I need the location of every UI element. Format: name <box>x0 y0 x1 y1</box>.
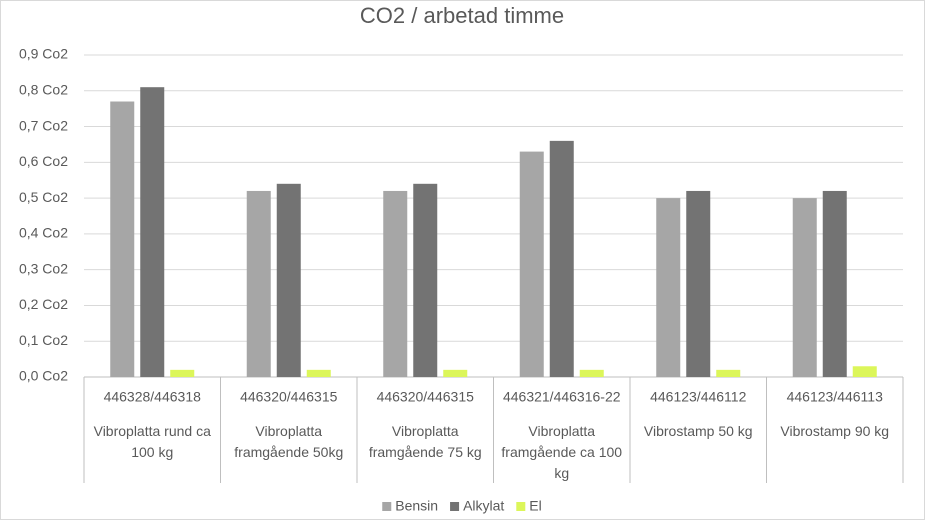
bar <box>170 369 195 377</box>
y-tick-label: 0,9 Co2 <box>19 46 68 62</box>
y-tick-label: 0,2 Co2 <box>19 296 68 312</box>
category-name: Vibroplatta framgående ca 100 kg <box>501 423 623 481</box>
legend-label: El <box>529 498 541 514</box>
chart-title: CO2 / arbetad timme <box>360 3 564 28</box>
bar <box>686 190 711 377</box>
legend-swatch <box>516 502 526 511</box>
legend-label: Bensin <box>395 498 438 514</box>
y-tick-label: 0,7 Co2 <box>19 117 68 133</box>
category-name: Vibroplatta framgående 50kg <box>234 423 344 460</box>
bar <box>443 369 468 377</box>
bar <box>656 198 681 377</box>
category-name: Vibrostamp 90 kg <box>780 423 890 439</box>
bar <box>716 369 741 377</box>
legend-label: Alkylat <box>463 498 504 514</box>
category-name: Vibroplatta rund ca 100 kg <box>93 423 211 460</box>
bar <box>792 198 817 377</box>
x-tick-label: 446123/446113 <box>787 389 883 405</box>
bar <box>413 183 438 377</box>
legend-swatch <box>382 502 392 511</box>
x-tick-label: 446328/446318 <box>104 389 202 405</box>
x-tick-label: 446320/446315 <box>377 389 475 405</box>
x-tick-label: 446321/446316-22 <box>503 389 621 405</box>
x-tick-label: 446320/446315 <box>240 389 338 405</box>
bar <box>276 183 301 377</box>
y-tick-label: 0,6 Co2 <box>19 153 68 169</box>
y-tick-label: 0,8 Co2 <box>19 81 68 97</box>
bar <box>383 190 408 377</box>
x-tick-label: 446123/446112 <box>650 389 746 405</box>
legend-swatch <box>450 502 460 511</box>
category-name: Vibrostamp 50 kg <box>643 423 753 439</box>
y-tick-label: 0,4 Co2 <box>19 225 68 241</box>
bar <box>579 369 604 377</box>
y-tick-label: 0,5 Co2 <box>19 189 68 205</box>
y-tick-label: 0,0 Co2 <box>19 368 68 384</box>
category-name: Vibroplatta framgående 75 kg <box>368 423 482 460</box>
bar <box>822 190 847 377</box>
bar <box>306 369 331 377</box>
y-tick-label: 0,1 Co2 <box>19 332 68 348</box>
bar <box>246 190 271 377</box>
bar <box>852 366 877 377</box>
bar <box>140 87 165 377</box>
bar <box>549 140 574 377</box>
bar <box>110 101 135 377</box>
y-tick-label: 0,3 Co2 <box>19 260 68 276</box>
bar <box>519 151 544 377</box>
